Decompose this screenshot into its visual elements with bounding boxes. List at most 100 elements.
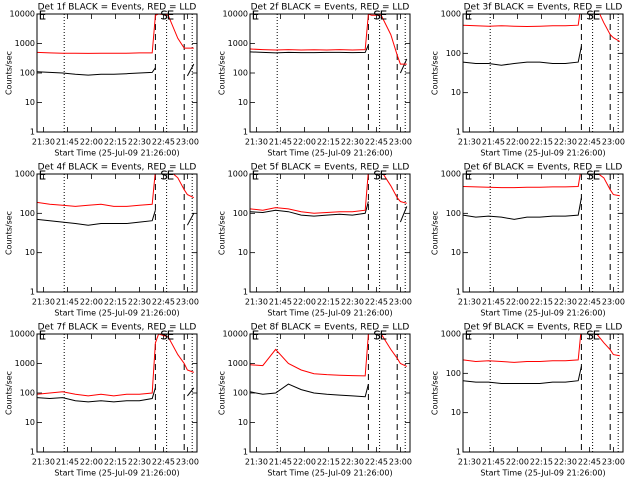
y-tick-label: 1000 bbox=[228, 359, 248, 368]
x-tick-label: 22:30 bbox=[554, 458, 577, 467]
y-tick-label: 10 bbox=[451, 88, 461, 97]
x-tick-label: 23:00 bbox=[389, 298, 412, 307]
y-axis-label: Counts/sec bbox=[218, 51, 227, 95]
y-tick-label: 100 bbox=[446, 49, 461, 58]
y-tick-label: 100 bbox=[446, 369, 461, 378]
series-line bbox=[250, 334, 408, 377]
x-tick-label: 22:00 bbox=[506, 298, 529, 307]
annotation: E bbox=[380, 9, 388, 23]
annotation: E bbox=[465, 169, 473, 183]
series-line bbox=[463, 197, 582, 220]
x-tick-label: 22:30 bbox=[128, 298, 151, 307]
series-line bbox=[250, 174, 407, 214]
x-tick-label: 22:30 bbox=[128, 458, 151, 467]
plot-frame bbox=[249, 333, 411, 453]
x-axis-label: Start Time (25-Jul-09 21:26:00) bbox=[54, 149, 179, 158]
y-tick-label: 100 bbox=[233, 209, 248, 218]
x-tick-label: 22:00 bbox=[293, 138, 316, 147]
plot-area bbox=[463, 14, 621, 132]
y-tick-label: 1000 bbox=[441, 170, 461, 179]
annotation: E bbox=[167, 9, 175, 23]
x-tick-label: 23:00 bbox=[176, 458, 199, 467]
x-tick-label: 22:15 bbox=[317, 138, 340, 147]
x-tick-label: 23:00 bbox=[602, 298, 625, 307]
y-axis-label: Counts/sec bbox=[431, 371, 440, 415]
panel: Det 4f BLACK = Events, RED = LLD Start Ti… bbox=[5, 163, 199, 318]
annotation: S bbox=[373, 169, 381, 183]
series-line bbox=[37, 334, 194, 397]
series-line bbox=[250, 44, 408, 74]
chart-title: Det 5f BLACK = Events, RED = LLD bbox=[251, 163, 410, 173]
x-tick-label: 21:30 bbox=[32, 458, 55, 467]
x-tick-label: 21:30 bbox=[458, 138, 481, 147]
chart-title: Det 3f BLACK = Events, RED = LLD bbox=[464, 3, 623, 13]
y-axis-label: Counts/sec bbox=[5, 211, 14, 255]
series-line bbox=[463, 46, 582, 66]
chart-title: Det 7f BLACK = Events, RED = LLD bbox=[38, 323, 197, 333]
annotation: S bbox=[373, 329, 381, 343]
x-tick-label: 22:45 bbox=[365, 458, 388, 467]
x-tick-label: 21:30 bbox=[245, 138, 268, 147]
plot-frame bbox=[249, 173, 411, 293]
y-tick-label: 1 bbox=[243, 448, 248, 457]
annotation: E bbox=[593, 329, 601, 343]
y-tick-label: 100 bbox=[20, 69, 35, 78]
y-tick-label: 100 bbox=[233, 389, 248, 398]
annotation: S bbox=[160, 9, 168, 23]
plot-frame bbox=[462, 173, 624, 293]
chart-title: Det 1f BLACK = Events, RED = LLD bbox=[38, 3, 197, 13]
annotation: E bbox=[252, 329, 260, 343]
y-tick-label: 10 bbox=[238, 418, 248, 427]
annotation: S bbox=[160, 169, 168, 183]
x-tick-label: 22:15 bbox=[104, 138, 127, 147]
y-tick-label: 1000 bbox=[228, 170, 248, 179]
x-tick-label: 21:45 bbox=[56, 458, 79, 467]
x-tick-label: 23:00 bbox=[602, 458, 625, 467]
x-tick-label: 21:45 bbox=[482, 138, 505, 147]
panel: Det 3f BLACK = Events, RED = LLD Start Ti… bbox=[431, 3, 625, 158]
series-line bbox=[250, 14, 407, 65]
y-tick-label: 1000 bbox=[15, 359, 35, 368]
y-axis-label: Counts/sec bbox=[431, 51, 440, 95]
x-tick-label: 22:15 bbox=[104, 458, 127, 467]
plot-frame bbox=[462, 333, 624, 453]
x-tick-label: 22:30 bbox=[554, 298, 577, 307]
x-tick-label: 22:00 bbox=[293, 298, 316, 307]
x-axis-label: Start Time (25-Jul-09 21:26:00) bbox=[267, 149, 392, 158]
x-tick-label: 22:30 bbox=[341, 298, 364, 307]
x-tick-label: 21:30 bbox=[32, 138, 55, 147]
annotation: S bbox=[160, 329, 168, 343]
annotation: E bbox=[593, 169, 601, 183]
y-tick-label: 1 bbox=[30, 448, 35, 457]
y-tick-label: 10 bbox=[451, 408, 461, 417]
x-tick-label: 23:00 bbox=[176, 138, 199, 147]
x-tick-label: 23:00 bbox=[389, 138, 412, 147]
x-axis-label: Start Time (25-Jul-09 21:26:00) bbox=[480, 149, 605, 158]
x-tick-label: 21:30 bbox=[458, 458, 481, 467]
series-line bbox=[250, 201, 408, 223]
x-tick-label: 21:30 bbox=[458, 298, 481, 307]
chart-title: Det 8f BLACK = Events, RED = LLD bbox=[251, 323, 410, 333]
y-tick-label: 10000 bbox=[223, 10, 248, 19]
x-tick-label: 21:45 bbox=[56, 138, 79, 147]
panel: Det 5f BLACK = Events, RED = LLD Start Ti… bbox=[218, 163, 412, 318]
x-tick-label: 22:00 bbox=[506, 458, 529, 467]
chart-title: Det 4f BLACK = Events, RED = LLD bbox=[38, 163, 197, 173]
x-tick-label: 22:45 bbox=[365, 298, 388, 307]
y-tick-label: 100 bbox=[233, 69, 248, 78]
annotation: E bbox=[167, 169, 175, 183]
x-tick-label: 22:45 bbox=[578, 458, 601, 467]
chart-title: Det 6f BLACK = Events, RED = LLD bbox=[464, 163, 623, 173]
y-tick-label: 1 bbox=[243, 128, 248, 137]
series-line bbox=[37, 174, 195, 207]
y-tick-label: 1 bbox=[456, 448, 461, 457]
x-tick-label: 21:30 bbox=[32, 298, 55, 307]
panel: Det 2f BLACK = Events, RED = LLD Start Ti… bbox=[218, 3, 412, 158]
series-line bbox=[250, 379, 407, 397]
x-tick-label: 22:15 bbox=[530, 138, 553, 147]
x-tick-label: 22:30 bbox=[341, 458, 364, 467]
x-tick-label: 22:00 bbox=[506, 138, 529, 147]
x-axis-label: Start Time (25-Jul-09 21:26:00) bbox=[480, 309, 605, 318]
y-tick-label: 1000 bbox=[441, 10, 461, 19]
annotation: E bbox=[167, 329, 175, 343]
